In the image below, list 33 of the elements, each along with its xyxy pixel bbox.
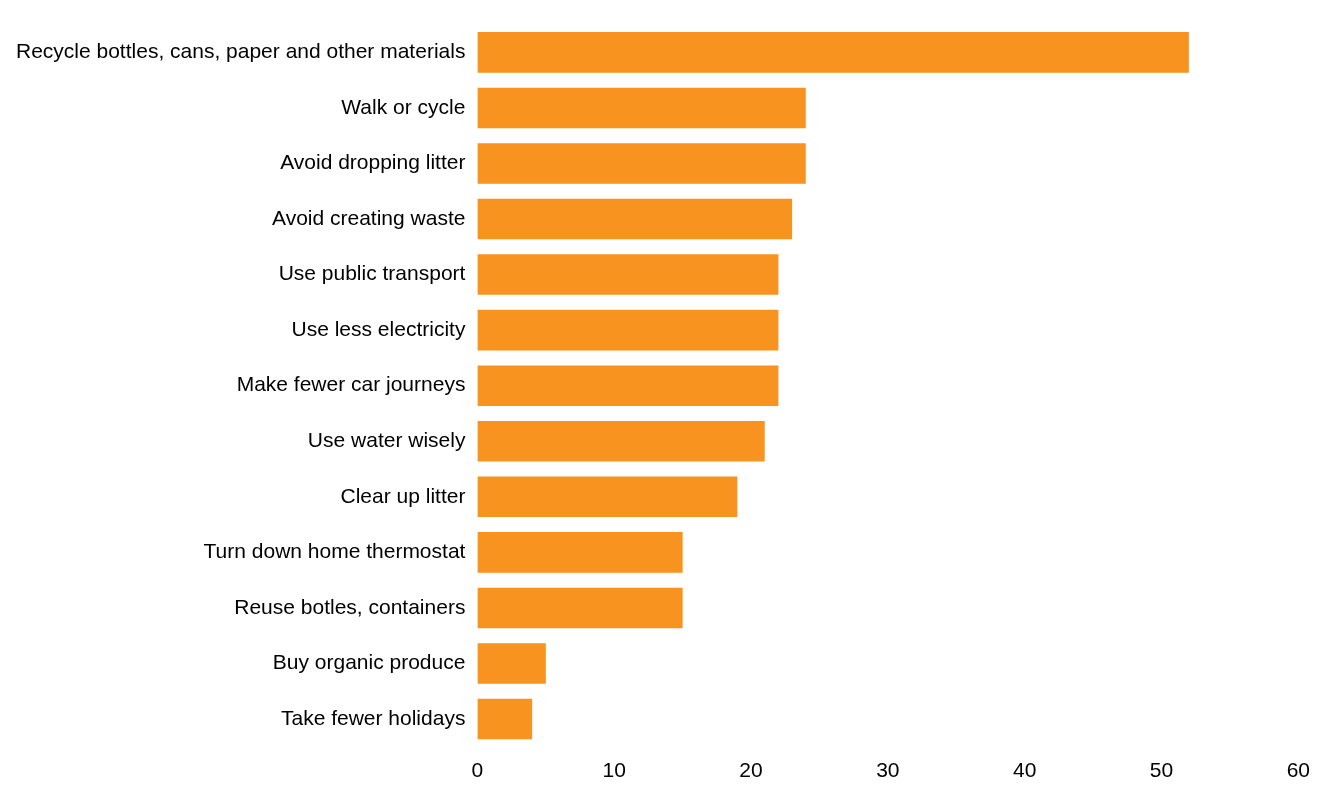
x-tick-label: 0 <box>471 758 484 782</box>
y-tick-label: Use public transport <box>278 261 466 285</box>
y-tick-label: Walk or cycle <box>341 94 466 118</box>
y-tick-label: Use water wisely <box>307 428 466 452</box>
y-tick-label: Clear up litter <box>340 483 466 507</box>
bar <box>477 254 779 295</box>
bar <box>477 420 765 462</box>
x-tick-label: 60 <box>1286 758 1310 782</box>
bar <box>477 198 793 240</box>
y-tick-label: Avoid creating waste <box>272 205 466 229</box>
y-tick-label: Use less electricity <box>291 316 466 340</box>
x-tick-label: 10 <box>602 758 626 782</box>
y-tick-label: Turn down home thermostat <box>203 539 466 563</box>
bar <box>477 532 683 573</box>
bar <box>477 698 533 740</box>
bar <box>477 476 738 518</box>
bar <box>477 643 546 684</box>
y-tick-label: Buy organic produce <box>272 650 466 674</box>
bar <box>477 587 683 629</box>
x-tick-label: 50 <box>1149 758 1174 782</box>
x-tick-label: 20 <box>739 758 763 782</box>
bar <box>477 365 779 406</box>
x-tick-label: 30 <box>876 758 900 782</box>
y-tick-label: Make fewer car journeys <box>236 372 466 396</box>
y-tick-label: Take fewer holidays <box>280 705 466 729</box>
y-tick-label: Avoid dropping litter <box>280 150 466 174</box>
x-tick-label: 40 <box>1013 758 1037 782</box>
bar <box>477 87 806 129</box>
bar <box>477 309 779 351</box>
bar <box>477 143 806 184</box>
y-tick-label: Reuse botles, containers <box>234 594 466 618</box>
bar <box>477 32 1189 73</box>
y-tick-label: Recycle bottles, cans, paper and other materials <box>15 39 466 63</box>
